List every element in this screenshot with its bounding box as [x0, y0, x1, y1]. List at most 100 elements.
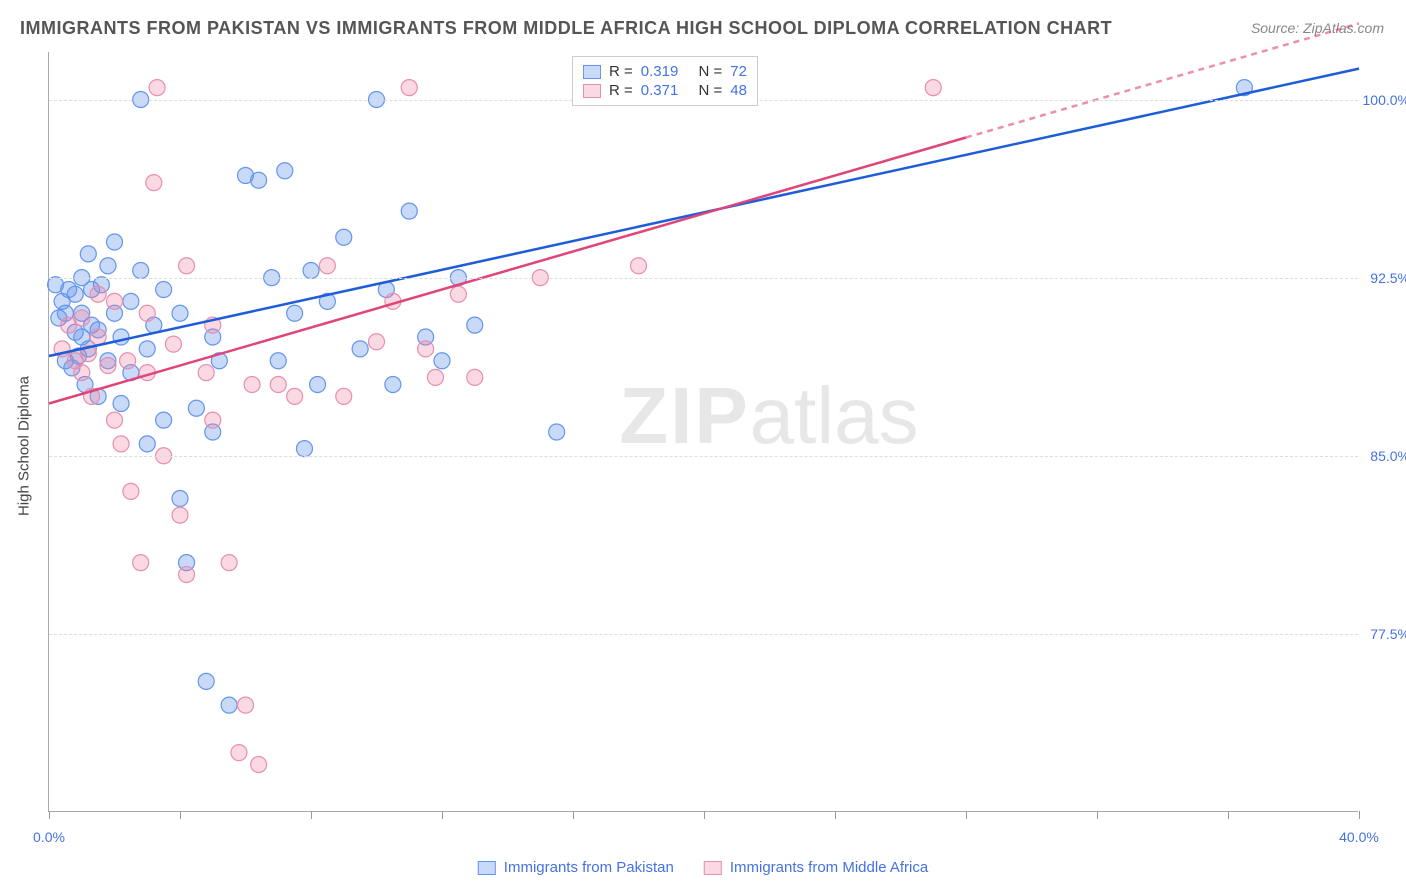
n-value-pink: 48: [730, 82, 747, 99]
data-point: [100, 358, 116, 374]
data-point: [133, 263, 149, 279]
swatch-pink: [704, 861, 722, 875]
data-point: [319, 258, 335, 274]
data-point: [336, 229, 352, 245]
x-tick-label: 0.0%: [33, 829, 65, 845]
legend-label: Immigrants from Middle Africa: [730, 859, 928, 876]
x-tick: [311, 811, 312, 819]
data-point: [179, 567, 195, 583]
data-point: [156, 412, 172, 428]
x-tick: [835, 811, 836, 819]
data-point: [310, 377, 326, 393]
data-point: [107, 234, 123, 250]
data-point: [238, 697, 254, 713]
data-point: [100, 258, 116, 274]
x-tick: [180, 811, 181, 819]
data-point: [149, 80, 165, 96]
data-point: [172, 491, 188, 507]
data-point: [549, 424, 565, 440]
data-point: [198, 365, 214, 381]
data-point: [221, 697, 237, 713]
data-point: [172, 507, 188, 523]
data-point: [336, 388, 352, 404]
chart-title: IMMIGRANTS FROM PAKISTAN VS IMMIGRANTS F…: [20, 18, 1112, 39]
data-point: [221, 555, 237, 571]
data-point: [123, 483, 139, 499]
y-tick-label: 85.0%: [1370, 448, 1406, 464]
data-point: [434, 353, 450, 369]
data-point: [631, 258, 647, 274]
data-point: [303, 263, 319, 279]
legend-correlation: R = 0.319 N = 72 R = 0.371 N = 48: [572, 56, 758, 106]
data-point: [427, 369, 443, 385]
data-point: [296, 441, 312, 457]
data-point: [401, 80, 417, 96]
data-point: [198, 673, 214, 689]
data-point: [74, 310, 90, 326]
y-tick-label: 77.5%: [1370, 626, 1406, 642]
data-point: [67, 286, 83, 302]
source-attribution: Source: ZipAtlas.com: [1251, 20, 1384, 36]
legend-item-middle-africa: Immigrants from Middle Africa: [704, 859, 928, 876]
data-point: [287, 388, 303, 404]
data-point: [270, 377, 286, 393]
legend-series: Immigrants from Pakistan Immigrants from…: [478, 859, 928, 876]
data-point: [123, 293, 139, 309]
r-value-blue: 0.319: [641, 63, 679, 80]
data-point: [205, 412, 221, 428]
data-point: [251, 172, 267, 188]
data-point: [352, 341, 368, 357]
r-label: R =: [609, 82, 633, 99]
x-tick: [1097, 811, 1098, 819]
data-point: [418, 341, 434, 357]
data-point: [113, 436, 129, 452]
gridline: [49, 634, 1358, 635]
n-value-blue: 72: [730, 63, 747, 80]
data-point: [251, 757, 267, 773]
x-tick: [1228, 811, 1229, 819]
x-tick: [573, 811, 574, 819]
data-point: [107, 293, 123, 309]
gridline: [49, 456, 1358, 457]
data-point: [80, 246, 96, 262]
data-point: [113, 396, 129, 412]
swatch-blue: [478, 861, 496, 875]
data-point: [90, 286, 106, 302]
data-point: [401, 203, 417, 219]
data-point: [133, 555, 149, 571]
gridline: [49, 278, 1358, 279]
swatch-blue: [583, 65, 601, 79]
y-tick-label: 92.5%: [1370, 270, 1406, 286]
data-point: [467, 369, 483, 385]
data-point: [467, 317, 483, 333]
data-point: [188, 400, 204, 416]
data-point: [385, 377, 401, 393]
r-value-pink: 0.371: [641, 82, 679, 99]
x-tick: [1359, 811, 1360, 819]
data-point: [139, 436, 155, 452]
data-point: [107, 412, 123, 428]
data-point: [277, 163, 293, 179]
x-tick: [442, 811, 443, 819]
n-label: N =: [698, 82, 722, 99]
legend-row-blue: R = 0.319 N = 72: [583, 63, 747, 80]
data-point: [244, 377, 260, 393]
data-point: [179, 258, 195, 274]
data-point: [270, 353, 286, 369]
data-point: [74, 365, 90, 381]
data-point: [369, 334, 385, 350]
chart-svg: [49, 52, 1358, 811]
y-axis-label: High School Diploma: [16, 376, 33, 516]
data-point: [925, 80, 941, 96]
data-point: [165, 336, 181, 352]
data-point: [450, 286, 466, 302]
data-point: [120, 353, 136, 369]
data-point: [146, 175, 162, 191]
legend-row-pink: R = 0.371 N = 48: [583, 82, 747, 99]
data-point: [287, 305, 303, 321]
plot-area: ZIPatlas 77.5%85.0%92.5%100.0%0.0%40.0%: [48, 52, 1358, 812]
data-point: [172, 305, 188, 321]
legend-label: Immigrants from Pakistan: [504, 859, 674, 876]
data-point: [231, 745, 247, 761]
x-tick: [49, 811, 50, 819]
